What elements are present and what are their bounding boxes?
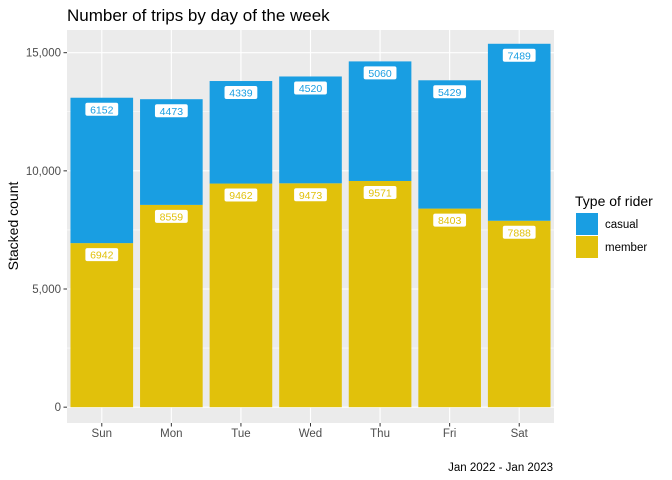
bar-casual-sun xyxy=(70,97,134,244)
legend: Type of rider casual member xyxy=(575,193,653,258)
data-label-box xyxy=(224,86,258,100)
y-tick-label: 10,000 xyxy=(26,166,61,178)
data-label-box xyxy=(154,209,188,223)
data-label-casual-mon: 4473 xyxy=(160,106,184,118)
data-labels: 6942 6152 8559 4473 9462 4339 9473 4520 9571 5060… xyxy=(85,48,536,262)
caption: Jan 2022 - Jan 2023 xyxy=(448,462,553,474)
y-axis: 0 5,000 10,000 15,000 xyxy=(26,48,67,414)
data-label-box xyxy=(85,102,119,116)
data-label-box xyxy=(294,188,327,202)
chart-title: Number of trips by day of the week xyxy=(67,6,330,25)
data-label-casual-tue: 4339 xyxy=(229,88,253,100)
bar-casual-sat xyxy=(487,43,551,221)
data-label-casual-sat: 7489 xyxy=(508,50,532,62)
data-label-member-tue: 9462 xyxy=(229,190,253,202)
x-tick-label-mon: Mon xyxy=(160,428,182,440)
data-label-box xyxy=(433,85,467,99)
bar-member-tue xyxy=(209,183,273,408)
y-tick-label: 5,000 xyxy=(32,284,61,296)
legend-label-member: member xyxy=(605,242,647,254)
bar-member-mon xyxy=(140,204,203,408)
x-tick-label-sun: Sun xyxy=(92,428,112,440)
data-label-box xyxy=(154,104,188,118)
data-label-casual-sun: 6152 xyxy=(90,104,114,116)
data-label-casual-wed: 4520 xyxy=(299,83,323,95)
bar-casual-fri xyxy=(418,80,481,209)
data-label-box xyxy=(502,48,536,62)
x-tick-label-fri: Fri xyxy=(443,428,456,440)
bar-casual-thu xyxy=(348,61,412,181)
bar-member-sat xyxy=(487,220,551,408)
bar-member-fri xyxy=(418,208,481,408)
data-label-box xyxy=(363,185,397,199)
data-label-box xyxy=(85,248,119,262)
data-label-box xyxy=(363,66,397,80)
x-tick-label-wed: Wed xyxy=(299,428,322,440)
data-label-member-sat: 7888 xyxy=(508,227,532,239)
y-tick-label: 0 xyxy=(55,402,61,414)
legend-key-member xyxy=(576,236,598,258)
data-label-casual-fri: 5429 xyxy=(438,87,462,99)
data-label-box xyxy=(433,213,467,227)
data-label-member-wed: 9473 xyxy=(299,190,323,202)
bar-member-sun xyxy=(70,243,134,408)
legend-title: Type of rider xyxy=(575,193,653,209)
x-axis: Sun Mon Tue Wed Thu Fri Sat xyxy=(92,423,529,440)
data-label-member-sun: 6942 xyxy=(90,250,114,262)
data-label-box xyxy=(224,188,258,202)
bar-member-thu xyxy=(348,180,412,408)
legend-label-casual: casual xyxy=(605,219,638,231)
data-label-member-thu: 9571 xyxy=(368,188,392,200)
data-label-casual-thu: 5060 xyxy=(368,68,392,80)
y-axis-title: Stacked count xyxy=(5,182,21,271)
bar-member-wed xyxy=(279,183,342,408)
data-label-box xyxy=(294,81,327,95)
x-tick-label-sat: Sat xyxy=(511,428,529,440)
y-tick-label: 15,000 xyxy=(26,48,61,60)
x-tick-label-thu: Thu xyxy=(370,428,390,440)
data-label-box xyxy=(502,225,536,239)
legend-key-casual xyxy=(576,213,598,235)
data-label-member-mon: 8559 xyxy=(160,212,184,224)
x-tick-label-tue: Tue xyxy=(231,428,250,440)
data-label-member-fri: 8403 xyxy=(438,215,462,227)
bars xyxy=(70,43,551,408)
